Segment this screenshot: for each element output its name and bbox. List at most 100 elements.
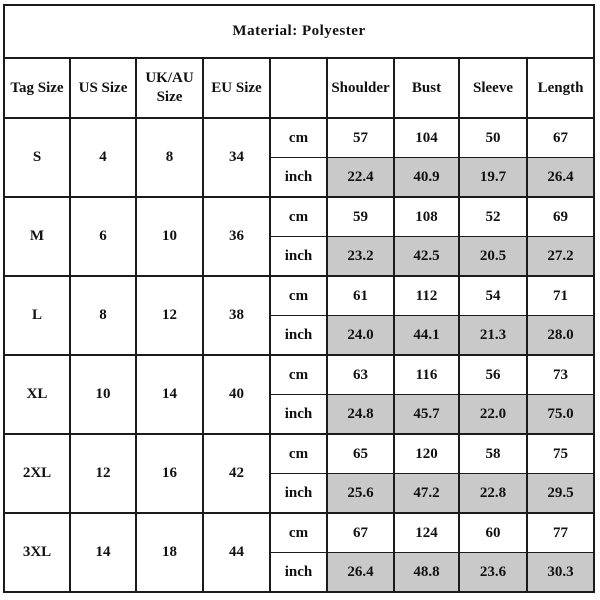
size-row-xl-cm: XL 10 14 40 cm 63 116 56 73 [3,354,596,435]
measurement-cell: 104 [393,117,460,158]
measurement-cell: 22.4 [326,157,395,198]
measurement-cell: 71 [525,275,596,316]
material-title: Material: Polyester [2,4,596,59]
uk-au-size-cell: 12 [135,275,204,356]
measurement-cell: 26.4 [326,552,395,593]
header-length: Length [525,57,596,119]
tag-size-cell: 3XL [3,512,71,593]
measurement-cell: 56 [458,354,528,395]
unit-label-cm: cm [269,196,328,237]
size-chart-table: Material: Polyester Tag Size US Size UK/… [2,4,596,593]
measurement-cell: 22.0 [458,394,528,435]
unit-label-inch: inch [269,157,328,198]
unit-label-inch: inch [269,236,328,277]
measurement-cell: 54 [458,275,528,316]
measurement-cell: 47.2 [393,473,460,514]
tag-size-cell: S [3,117,71,198]
measurement-cell: 120 [393,433,460,474]
measurement-cell: 59 [326,196,395,237]
measurement-cell: 63 [326,354,395,395]
measurement-cell: 75 [525,433,596,474]
measurement-cell: 73 [525,354,596,395]
unit-label-cm: cm [269,433,328,474]
measurement-cell: 50 [458,117,528,158]
size-row-s-cm: S 4 8 34 cm 57 104 50 67 [3,117,596,198]
tag-size-cell: L [3,275,71,356]
tag-size-cell: 2XL [3,433,71,514]
size-row-2xl-cm: 2XL 12 16 42 cm 65 120 58 75 [3,433,596,514]
measurement-cell: 42.5 [393,236,460,277]
measurement-cell: 69 [525,196,596,237]
eu-size-cell: 38 [202,275,271,356]
uk-au-size-cell: 18 [135,512,204,593]
size-row-3xl-cm: 3XL 14 18 44 cm 67 124 60 77 [3,512,596,593]
measurement-cell: 26.4 [525,157,596,198]
measurement-cell: 19.7 [458,157,528,198]
measurement-cell: 77 [525,512,596,553]
tag-size-cell: M [3,196,71,277]
us-size-cell: 10 [69,354,137,435]
measurement-cell: 108 [393,196,460,237]
uk-au-size-cell: 14 [135,354,204,435]
measurement-cell: 124 [393,512,460,553]
size-row-xl-inch: inch 24.8 45.7 22.0 75.0 [4,394,596,435]
measurement-cell: 40.9 [393,157,460,198]
unit-label-cm: cm [269,512,328,553]
unit-label-inch: inch [269,473,328,514]
measurement-cell: 75.0 [525,394,596,435]
header-shoulder: Shoulder [326,57,395,119]
measurement-cell: 65 [326,433,395,474]
measurement-cell: 22.8 [458,473,528,514]
measurement-cell: 20.5 [458,236,528,277]
header-tag-size: Tag Size [3,57,71,119]
measurement-cell: 24.0 [326,315,395,356]
header-sleeve: Sleeve [458,57,528,119]
us-size-cell: 8 [69,275,137,356]
us-size-cell: 12 [69,433,137,514]
measurement-cell: 48.8 [393,552,460,593]
eu-size-cell: 34 [202,117,271,198]
unit-label-inch: inch [269,315,328,356]
measurement-cell: 23.6 [458,552,528,593]
us-size-cell: 4 [69,117,137,198]
unit-label-cm: cm [269,354,328,395]
us-size-cell: 6 [69,196,137,277]
us-size-cell: 14 [69,512,137,593]
measurement-cell: 61 [326,275,395,316]
unit-label-cm: cm [269,275,328,316]
measurement-cell: 67 [525,117,596,158]
measurement-cell: 45.7 [393,394,460,435]
size-row-l-inch: inch 24.0 44.1 21.3 28.0 [4,315,596,356]
size-row-l-cm: L 8 12 38 cm 61 112 54 71 [3,275,596,356]
size-row-s-inch: inch 22.4 40.9 19.7 26.4 [4,157,596,198]
size-row-m-inch: inch 23.2 42.5 20.5 27.2 [4,236,596,277]
uk-au-size-cell: 16 [135,433,204,514]
unit-label-inch: inch [269,552,328,593]
measurement-cell: 23.2 [326,236,395,277]
header-eu-size: EU Size [202,57,271,119]
measurement-cell: 30.3 [525,552,596,593]
measurement-cell: 112 [393,275,460,316]
measurement-cell: 21.3 [458,315,528,356]
tag-size-cell: XL [3,354,71,435]
measurement-cell: 58 [458,433,528,474]
size-row-m-cm: M 6 10 36 cm 59 108 52 69 [3,196,596,277]
measurement-cell: 28.0 [525,315,596,356]
uk-au-size-cell: 10 [135,196,204,277]
header-bust: Bust [393,57,460,119]
measurement-cell: 25.6 [326,473,395,514]
header-row: Tag Size US Size UK/AU Size EU Size Shou… [3,57,596,119]
measurement-cell: 67 [326,512,395,553]
measurement-cell: 24.8 [326,394,395,435]
measurement-cell: 29.5 [525,473,596,514]
size-row-3xl-inch: inch 26.4 48.8 23.6 30.3 [4,552,596,593]
title-row: Material: Polyester [2,4,596,59]
eu-size-cell: 36 [202,196,271,277]
measurement-cell: 57 [326,117,395,158]
header-us-size: US Size [69,57,137,119]
eu-size-cell: 40 [202,354,271,435]
unit-label-inch: inch [269,394,328,435]
eu-size-cell: 44 [202,512,271,593]
unit-label-cm: cm [269,117,328,158]
measurement-cell: 60 [458,512,528,553]
